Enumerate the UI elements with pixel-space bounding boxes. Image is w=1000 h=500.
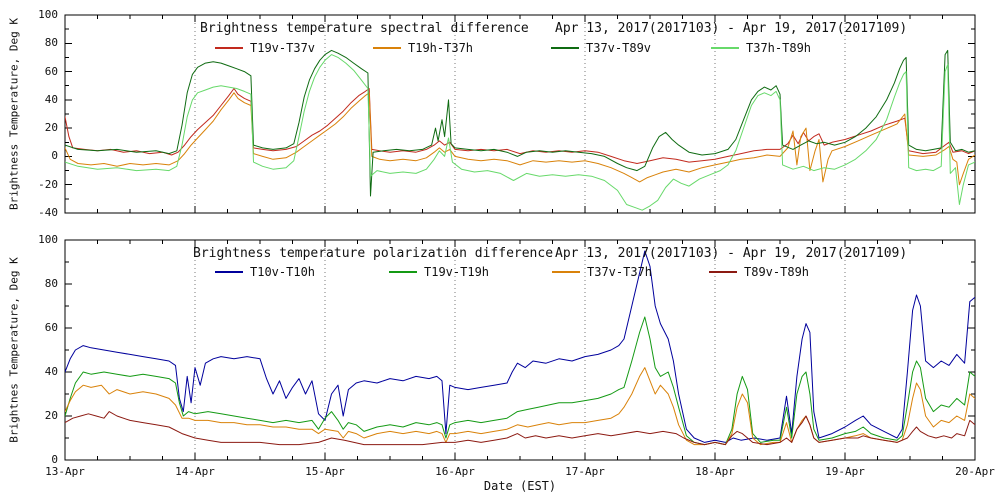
legend-swatch-icon — [373, 46, 401, 49]
y-tick-label: 80 — [44, 277, 58, 290]
x-tick-label: 14-Apr — [175, 465, 215, 478]
series-line-T19v-T19h — [65, 316, 975, 446]
legend-entry: T37v-T89v — [551, 40, 651, 55]
y-tick-label: 0 — [51, 453, 58, 466]
legend-swatch-icon — [552, 270, 580, 273]
legend-swatch-icon — [215, 46, 243, 49]
y-tick-label: -20 — [38, 177, 58, 191]
x-tick-label: 13-Apr — [45, 465, 85, 478]
x-axis-label: Date (EST) — [483, 479, 557, 493]
y-tick-label: -40 — [38, 206, 58, 219]
top-panel-title: Brightness temperature spectral differen… — [200, 21, 529, 36]
y-tick-label: 60 — [44, 321, 58, 334]
legend-label: T37h-T89h — [746, 40, 812, 55]
y-tick-label: 80 — [44, 36, 58, 50]
legend-swatch-icon — [215, 270, 243, 273]
y-tick-label: 60 — [44, 64, 58, 78]
legend-label: T19h-T37h — [408, 40, 474, 55]
series-line-T19h-T37h — [65, 92, 975, 186]
legend-entry: T19h-T37h — [373, 40, 473, 55]
y-tick-label: 100 — [38, 8, 58, 21]
y-tick-label: 100 — [38, 233, 58, 246]
bottom-panel-title: Brightness temperature polarization diff… — [193, 246, 554, 261]
legend-swatch-icon — [389, 270, 417, 273]
legend-label: T19v-T37v — [250, 40, 316, 55]
legend-entry: T37h-T89h — [711, 40, 811, 55]
x-tick-label: 17-Apr — [565, 465, 605, 478]
legend-label: T19v-T19h — [424, 264, 490, 279]
legend-swatch-icon — [709, 270, 737, 273]
legend-entry: T89v-T89h — [709, 264, 809, 279]
bottom-panel-date-range: Apr 13, 2017(2017103) - Apr 19, 2017(201… — [555, 246, 908, 261]
y-tick-label: 20 — [44, 121, 58, 135]
y-tick-label: 0 — [51, 149, 58, 163]
x-tick-label: 19-Apr — [825, 465, 865, 478]
top-panel-date-range: Apr 13, 2017(2017103) - Apr 19, 2017(201… — [555, 21, 908, 36]
legend-label: T37v-T89v — [586, 40, 652, 55]
series-line-T37v-T89v — [65, 49, 975, 197]
y-tick-label: 20 — [44, 409, 58, 422]
legend-entry: T19v-T37v — [215, 40, 315, 55]
y-tick-label: 40 — [44, 365, 58, 378]
x-tick-label: 18-Apr — [695, 465, 735, 478]
legend-swatch-icon — [551, 46, 579, 49]
legend-entry: T37v-T37h — [552, 264, 652, 279]
x-tick-label: 20-Apr — [955, 465, 995, 478]
legend-label: T10v-T10h — [250, 264, 316, 279]
series-line-T10v-T10h — [65, 250, 975, 443]
series-line-T89v-T89h — [65, 411, 975, 446]
series-line-T19v-T37v — [65, 88, 975, 164]
x-tick-label: 16-Apr — [435, 465, 475, 478]
legend-entry: T19v-T19h — [389, 264, 489, 279]
series-line-T37h-T89h — [65, 54, 975, 211]
legend-entry: T10v-T10h — [215, 264, 315, 279]
legend-label: T37v-T37h — [587, 264, 653, 279]
x-tick-label: 15-Apr — [305, 465, 345, 478]
y-tick-label: 40 — [44, 92, 58, 106]
legend-swatch-icon — [711, 46, 739, 49]
series-line-T37v-T37h — [65, 367, 975, 446]
legend-label: T89v-T89h — [744, 264, 810, 279]
